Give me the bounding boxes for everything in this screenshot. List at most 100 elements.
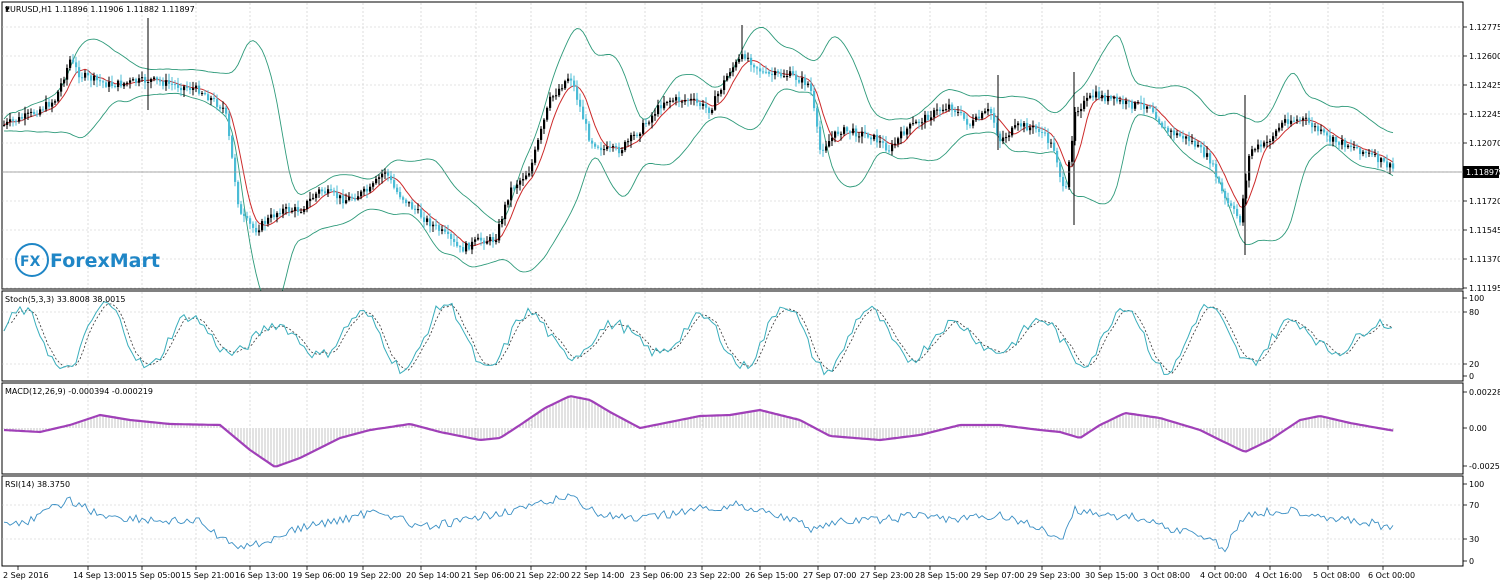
candle-body	[411, 202, 414, 209]
candle-body	[1155, 112, 1158, 119]
time-label: 4 Oct 16:00	[1255, 571, 1302, 580]
candle-body	[1086, 97, 1089, 101]
candle-body	[1062, 176, 1065, 187]
time-label: 29 Sep 07:00	[971, 571, 1024, 580]
candle-body	[1362, 151, 1365, 154]
candle-body	[966, 118, 969, 125]
candle-body	[435, 224, 438, 226]
candle-body	[1344, 139, 1347, 148]
candle-body	[1227, 198, 1230, 204]
candle-body	[453, 238, 456, 242]
time-axis[interactable]: 2 Sep 2016 14 Sep 13:00 15 Sep 05:00 15 Sep…	[2, 565, 1463, 580]
tick-label: 1.12775	[1469, 23, 1500, 32]
candle-body	[840, 133, 843, 135]
candle-body	[924, 114, 927, 123]
candle-body	[984, 111, 987, 113]
candle-body	[1257, 144, 1260, 150]
candle-body	[1290, 120, 1293, 124]
moving-average	[3, 60, 1394, 247]
candle-body	[1308, 117, 1311, 123]
candle-body	[627, 141, 630, 143]
candle-body	[927, 114, 930, 121]
candle-body	[519, 180, 522, 185]
candle-body	[183, 86, 186, 91]
candle-body	[990, 108, 993, 114]
candle-body	[312, 197, 315, 199]
stochastic-panel[interactable]: Stoch(5,3,3) 33.8008 38.0015	[1, 290, 1464, 382]
candle-body	[240, 204, 243, 214]
candle-body	[285, 206, 288, 209]
candle-body	[216, 99, 219, 107]
chart-menu-triangle-icon[interactable]: ▼	[5, 6, 10, 13]
candle-body	[615, 146, 618, 148]
candle-body	[315, 193, 318, 198]
tick-label: 1.12425	[1469, 81, 1500, 90]
candle-body	[1191, 140, 1194, 142]
candle-body	[423, 217, 426, 222]
candle-body	[300, 211, 303, 213]
candle-body	[654, 114, 657, 116]
candle-body	[963, 113, 966, 119]
macd-panel[interactable]: MACD(12,26,9) -0.000394 -0.000219	[1, 382, 1464, 475]
candle-body	[75, 62, 78, 68]
candle-body	[1122, 100, 1125, 105]
price-panel[interactable]: EURUSD,H1 1.11896 1.11906 1.11882 1.1189…	[1, 1, 1464, 308]
candle-body	[651, 115, 654, 123]
candle-body	[180, 87, 183, 91]
candle-body	[393, 180, 396, 188]
rsi-panel[interactable]: RSI(14) 38.3750	[1, 475, 1464, 567]
stoch-header: Stoch(5,3,3) 33.8008 38.0015	[5, 295, 125, 304]
candle-body	[816, 108, 819, 127]
bollinger-upper	[3, 26, 1394, 223]
candle-body	[975, 116, 978, 121]
candle-body	[195, 85, 198, 89]
candle-body	[1350, 145, 1353, 148]
candle-body	[561, 88, 564, 90]
candle-body	[363, 188, 366, 192]
candle-body	[156, 77, 159, 80]
logo-fx: FX	[20, 254, 41, 270]
candle-body	[798, 79, 801, 83]
forexmart-logo: FX ForexMart	[15, 243, 160, 277]
candle-body	[864, 131, 867, 134]
price-axis[interactable]: 1.12775 1.12600 1.12425 1.12245 1.12070 1.118…	[1463, 23, 1500, 293]
candle-body	[888, 150, 891, 152]
candle-body	[1221, 182, 1224, 191]
time-label: 30 Sep 15:00	[1085, 571, 1138, 580]
candle-body	[6, 121, 9, 125]
candle-body	[717, 93, 720, 97]
tick-label: 1.12245	[1469, 110, 1500, 119]
candle-body	[753, 64, 756, 68]
candle-body	[9, 119, 12, 122]
candle-body	[1269, 141, 1272, 143]
candle-body	[549, 96, 552, 108]
candle-body	[1119, 100, 1122, 102]
candle-body	[381, 173, 384, 178]
candle-body	[528, 173, 531, 176]
time-label: 21 Sep 22:00	[516, 571, 569, 580]
candle-body	[876, 134, 879, 143]
logo-circle-icon	[15, 243, 49, 277]
candle-body	[1095, 91, 1098, 98]
candle-body	[492, 237, 495, 243]
candle-body	[915, 121, 918, 124]
candle-body	[675, 97, 678, 101]
candle-body	[684, 100, 687, 102]
candle-body	[552, 96, 555, 98]
candle-body	[813, 90, 816, 109]
candle-body	[150, 79, 153, 82]
candle-body	[1149, 106, 1152, 108]
candle-body	[624, 141, 627, 151]
candle-body	[579, 99, 582, 107]
candle-body	[354, 198, 357, 200]
candle-body	[1080, 108, 1083, 112]
candle-body	[1359, 148, 1362, 154]
tick-label: 0.002287	[1469, 388, 1500, 397]
candle-body	[111, 81, 114, 87]
candle-body	[843, 127, 846, 134]
candle-body	[534, 149, 537, 163]
candle-body	[90, 75, 93, 81]
candle-body	[231, 136, 234, 158]
time-label: 20 Sep 14:00	[406, 571, 459, 580]
